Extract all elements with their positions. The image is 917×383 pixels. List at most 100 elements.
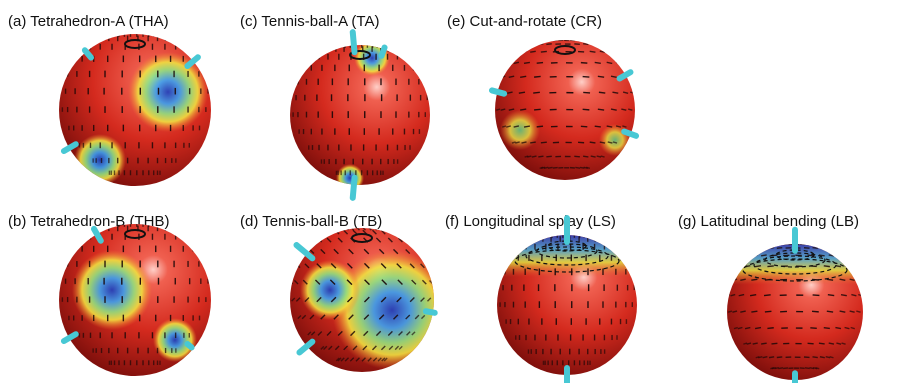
defect-halo bbox=[336, 164, 364, 192]
director-dash bbox=[761, 343, 767, 344]
director-dash bbox=[581, 63, 587, 64]
director-dash bbox=[575, 40, 580, 41]
director-dash bbox=[324, 231, 327, 234]
director-dash bbox=[771, 343, 777, 344]
director-dash bbox=[761, 255, 767, 256]
director-dash bbox=[830, 247, 834, 248]
panel: (d) Tennis-ball-B (TB) bbox=[240, 213, 452, 372]
director-dash bbox=[583, 109, 590, 110]
director-dash bbox=[826, 247, 830, 248]
director-dash bbox=[601, 44, 605, 45]
director-dash bbox=[540, 40, 544, 41]
director-dash bbox=[580, 40, 584, 41]
defect-rod bbox=[382, 48, 385, 56]
director-dash bbox=[292, 264, 295, 267]
defect-halo bbox=[153, 318, 197, 362]
director-dash bbox=[769, 248, 774, 249]
defect-halo bbox=[300, 260, 360, 320]
director-dash bbox=[765, 311, 772, 312]
director-dash bbox=[778, 368, 783, 369]
director-dash bbox=[421, 250, 424, 253]
director-dash bbox=[827, 279, 833, 280]
director-dash bbox=[770, 244, 774, 245]
director-dash bbox=[827, 311, 833, 312]
director-dash bbox=[308, 239, 311, 242]
director-dash bbox=[820, 357, 825, 358]
director-dash bbox=[813, 248, 818, 249]
director-dash bbox=[728, 279, 732, 280]
panel-label: (d) Tennis-ball-B (TB) bbox=[240, 213, 382, 230]
director-dash bbox=[598, 109, 604, 110]
director-dash bbox=[581, 126, 587, 127]
director-dash bbox=[318, 238, 322, 242]
director-dash bbox=[763, 247, 768, 248]
director-dash bbox=[597, 44, 601, 45]
director-dash bbox=[842, 255, 846, 256]
director-dash bbox=[553, 40, 558, 41]
director-dash bbox=[819, 343, 825, 344]
director-dash bbox=[775, 368, 779, 369]
director-dash bbox=[758, 247, 762, 248]
director-dash bbox=[763, 357, 768, 358]
director-dash bbox=[751, 279, 757, 280]
director-dash bbox=[537, 63, 543, 64]
director-dash bbox=[575, 167, 580, 168]
director-dash bbox=[595, 62, 601, 63]
director-dash bbox=[553, 168, 558, 169]
director-dash bbox=[586, 40, 590, 41]
director-dash bbox=[311, 238, 314, 241]
director-dash bbox=[622, 62, 626, 63]
director-dash bbox=[591, 156, 596, 157]
director-dash bbox=[777, 248, 782, 249]
director-dash bbox=[590, 51, 596, 52]
director-dash bbox=[613, 51, 617, 52]
director-dash bbox=[599, 92, 605, 93]
director-dash bbox=[412, 238, 415, 241]
director-dash bbox=[764, 295, 771, 296]
director-dash bbox=[775, 244, 779, 245]
director-dash bbox=[530, 142, 536, 143]
panel-label: (a) Tetrahedron-A (THA) bbox=[8, 13, 169, 30]
director-dash bbox=[820, 248, 825, 249]
director-dash bbox=[815, 368, 819, 369]
panel: (b) Tetrahedron-B (THB) bbox=[8, 213, 211, 376]
director-dash bbox=[598, 76, 604, 77]
director-dash bbox=[534, 109, 541, 110]
director-dash bbox=[590, 142, 596, 143]
director-dash bbox=[751, 311, 757, 312]
director-dash bbox=[815, 244, 819, 245]
director-dash bbox=[389, 230, 393, 234]
director-dash bbox=[541, 142, 547, 143]
director-dash bbox=[756, 247, 760, 248]
director-dash bbox=[541, 40, 545, 41]
panel: (c) Tennis-ball-A (TA) bbox=[240, 13, 430, 198]
director-dash bbox=[608, 51, 613, 52]
director-dash bbox=[805, 368, 810, 369]
director-dash bbox=[537, 126, 543, 127]
director-dash bbox=[600, 142, 605, 143]
panel: (f) Longitudinal splay (LS) bbox=[445, 213, 637, 383]
director-dash bbox=[515, 51, 519, 52]
panel-label: (f) Longitudinal splay (LS) bbox=[445, 213, 616, 230]
director-dash bbox=[534, 76, 541, 77]
director-dash bbox=[583, 44, 588, 45]
director-dash bbox=[743, 255, 747, 256]
director-dash bbox=[824, 328, 830, 329]
director-dash bbox=[532, 156, 537, 157]
director-dash bbox=[525, 44, 529, 45]
director-dash bbox=[546, 44, 551, 45]
director-dash bbox=[813, 357, 818, 358]
director-dash bbox=[738, 266, 743, 267]
director-dash bbox=[810, 328, 816, 329]
director-dash bbox=[591, 44, 596, 45]
director-dash bbox=[506, 62, 511, 63]
director-dash bbox=[544, 40, 548, 41]
director-dash bbox=[586, 167, 590, 168]
director-dash bbox=[520, 109, 526, 110]
director-dash bbox=[767, 266, 773, 267]
director-dash bbox=[290, 281, 293, 284]
director-dash bbox=[407, 238, 411, 242]
director-dash bbox=[321, 231, 324, 234]
director-dash bbox=[512, 51, 516, 52]
director-dash bbox=[524, 62, 530, 63]
